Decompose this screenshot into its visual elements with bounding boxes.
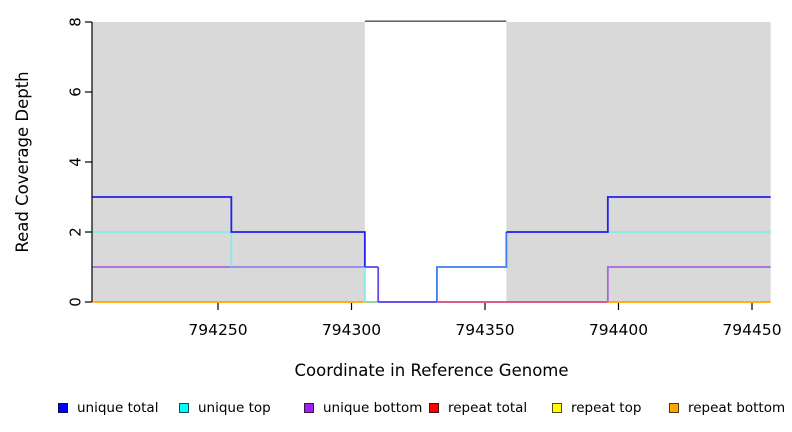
- shaded-region-0: [92, 22, 365, 302]
- legend-label: unique top: [198, 400, 271, 416]
- x-tick-label: 794300: [322, 321, 381, 339]
- legend-swatch-icon: [669, 403, 679, 413]
- legend-label: unique bottom: [323, 400, 423, 416]
- x-tick-label: 794250: [188, 321, 247, 339]
- series-segment-dodger-gap: [436, 232, 508, 302]
- x-axis-title: Coordinate in Reference Genome: [294, 361, 568, 380]
- legend-swatch-icon: [304, 403, 314, 413]
- y-tick-label: 4: [67, 157, 85, 167]
- x-tick-label: 794400: [589, 321, 648, 339]
- y-tick-label: 8: [67, 17, 85, 27]
- legend-label: repeat total: [448, 400, 528, 416]
- legend-label: unique total: [77, 400, 159, 416]
- legend-item-unique-total: unique total: [58, 399, 158, 417]
- legend-item-unique-bottom: unique bottom: [304, 399, 422, 417]
- x-tick-label: 794350: [455, 321, 514, 339]
- series-segment-blue-left: [92, 196, 366, 267]
- y-axis-title: Read Coverage Depth: [13, 71, 32, 252]
- legend-item-repeat-top: repeat top: [552, 399, 641, 417]
- legend-item-repeat-bottom: repeat bottom: [669, 399, 785, 417]
- legend: unique total unique top unique bottom repea…: [0, 399, 792, 421]
- legend-swatch-icon: [179, 403, 189, 413]
- legend-label: repeat bottom: [688, 400, 786, 416]
- y-tick-label: 0: [67, 297, 85, 307]
- legend-item-unique-top: unique top: [179, 399, 271, 417]
- legend-swatch-icon: [429, 403, 439, 413]
- y-tick-label: 2: [67, 227, 85, 237]
- shaded-region-1: [506, 22, 771, 302]
- y-tick-label: 6: [67, 87, 85, 97]
- series-segment-blue-right: [506, 196, 771, 233]
- legend-item-repeat-total: repeat total: [429, 399, 527, 417]
- series-segment-purple-right: [606, 266, 771, 302]
- legend-label: repeat top: [571, 400, 642, 416]
- legend-swatch-icon: [552, 403, 562, 413]
- x-tick-label: 794450: [722, 321, 781, 339]
- legend-swatch-icon: [58, 403, 68, 413]
